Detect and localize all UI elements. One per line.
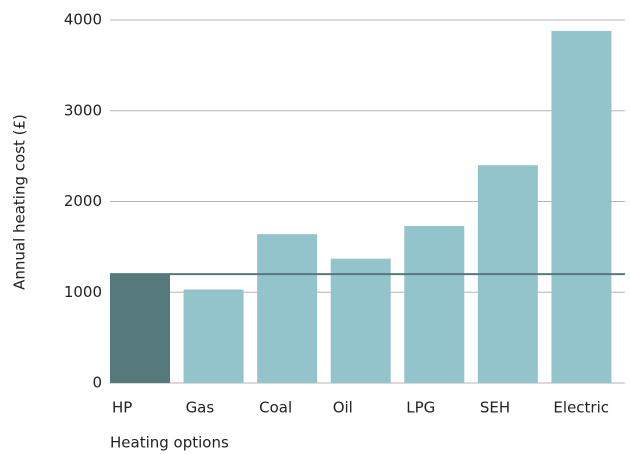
bar	[183, 289, 244, 383]
bar	[257, 234, 318, 383]
y-tick-label: 3000	[64, 101, 102, 119]
y-tick-label: 2000	[64, 192, 102, 210]
x-axis-title: Heating options	[110, 434, 229, 452]
bar	[110, 274, 170, 383]
bar	[404, 226, 465, 383]
x-tick-label: Gas	[186, 399, 215, 417]
y-tick-label: 1000	[64, 283, 102, 301]
bar	[551, 30, 612, 383]
x-tick-label: Coal	[259, 399, 292, 417]
x-tick-label: SEH	[480, 399, 510, 417]
y-tick-label: 0	[92, 374, 102, 392]
x-tick-label: HP	[112, 399, 132, 417]
x-tick-label: Electric	[553, 399, 609, 417]
x-tick-label: Oil	[333, 399, 353, 417]
y-axis-title: Annual heating cost (£)	[11, 114, 29, 290]
x-tick-label: LPG	[406, 399, 435, 417]
bar	[330, 258, 391, 383]
y-tick-label: 4000	[64, 11, 102, 29]
